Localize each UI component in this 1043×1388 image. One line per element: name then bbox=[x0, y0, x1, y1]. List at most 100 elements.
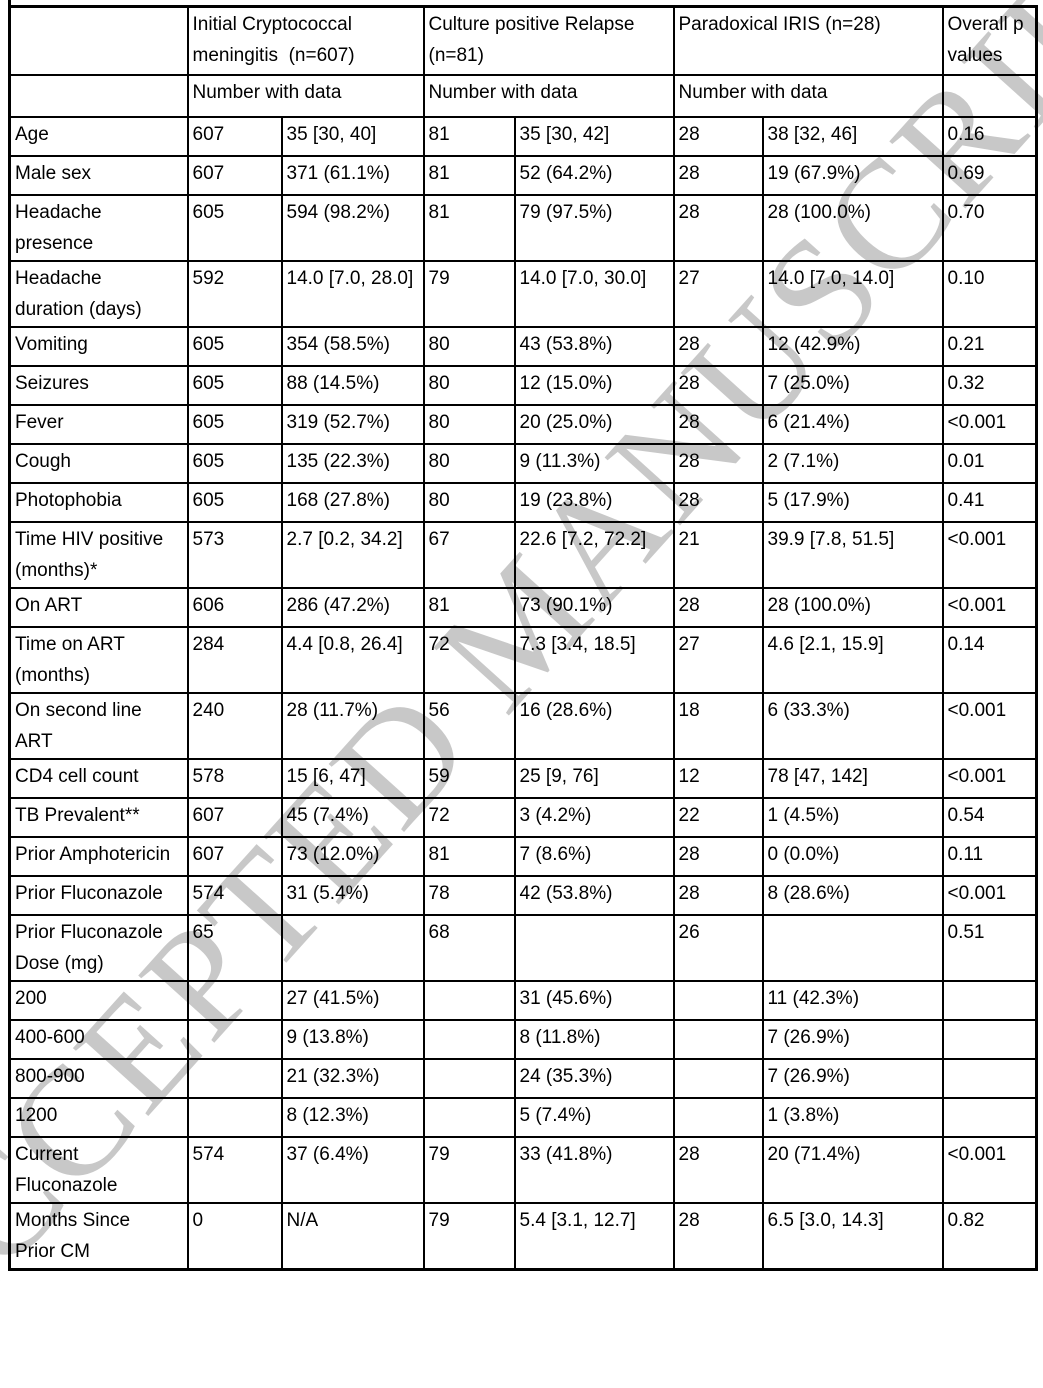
p-value-cell bbox=[941, 1019, 1038, 1060]
group-header-cell: Paradoxical IRIS (n=28) bbox=[672, 5, 944, 76]
value-cell: 4.6 [2.1, 15.9] bbox=[761, 626, 944, 694]
n-with-data-cell: 65 bbox=[186, 914, 283, 982]
p-value-cell: 0.16 bbox=[941, 116, 1038, 157]
n-with-data-cell: 605 bbox=[186, 194, 283, 262]
row-label-cell: Prior Fluconazole bbox=[8, 875, 189, 916]
n-with-data-cell: 81 bbox=[422, 194, 516, 262]
row-label-cell: Age bbox=[8, 116, 189, 157]
row-label-cell: TB Prevalent** bbox=[8, 797, 189, 838]
subheader-cell: Number with data bbox=[672, 74, 944, 118]
group-header-cell: Initial Cryptococcal meningitis (n=607) bbox=[186, 5, 425, 76]
value-cell: 9 (13.8%) bbox=[280, 1019, 425, 1060]
n-with-data-cell: 80 bbox=[422, 365, 516, 406]
table-row: Cough 605 135 (22.3%) 80 9 (11.3%) 28 2 (7.1%)… bbox=[8, 443, 1038, 484]
value-cell: 7.3 [3.4, 18.5] bbox=[513, 626, 675, 694]
value-cell: 35 [30, 42] bbox=[513, 116, 675, 157]
value-cell: 35 [30, 40] bbox=[280, 116, 425, 157]
n-with-data-cell: 605 bbox=[186, 326, 283, 367]
table-row: Photophobia 605 168 (27.8%) 80 19 (23.8%) 28 5… bbox=[8, 482, 1038, 523]
row-label-cell: Vomiting bbox=[8, 326, 189, 367]
p-value-cell: 0.10 bbox=[941, 260, 1038, 328]
n-with-data-cell: 607 bbox=[186, 797, 283, 838]
row-label-cell: Headache duration (days) bbox=[8, 260, 189, 328]
p-value-cell: 0.01 bbox=[941, 443, 1038, 484]
table-body: Age 607 35 [30, 40] 81 35 [30, 42] 28 38 [32, … bbox=[8, 116, 1038, 1271]
n-with-data-cell: 592 bbox=[186, 260, 283, 328]
value-cell: 73 (12.0%) bbox=[280, 836, 425, 877]
row-label-cell: 400-600 bbox=[8, 1019, 189, 1060]
value-cell: 20 (71.4%) bbox=[761, 1136, 944, 1204]
value-cell: 5.4 [3.1, 12.7] bbox=[513, 1202, 675, 1271]
table-row: Time on ART (months) 284 4.4 [0.8, 26.4] 72… bbox=[8, 626, 1038, 694]
p-value-cell: 0.11 bbox=[941, 836, 1038, 877]
n-with-data-cell: 59 bbox=[422, 758, 516, 799]
p-value-cell: 0.21 bbox=[941, 326, 1038, 367]
value-cell: 20 (25.0%) bbox=[513, 404, 675, 445]
table-row: Prior Amphotericin 607 73 (12.0%) 81 7 (8.6%… bbox=[8, 836, 1038, 877]
n-with-data-cell: 240 bbox=[186, 692, 283, 760]
n-with-data-cell: 28 bbox=[672, 836, 764, 877]
value-cell: 22.6 [7.2, 72.2] bbox=[513, 521, 675, 589]
value-cell: 52 (64.2%) bbox=[513, 155, 675, 196]
p-value-cell bbox=[941, 980, 1038, 1021]
value-cell: 15 [6, 47] bbox=[280, 758, 425, 799]
value-cell: 7 (26.9%) bbox=[761, 1058, 944, 1099]
n-with-data-cell: 81 bbox=[422, 836, 516, 877]
value-cell: 7 (8.6%) bbox=[513, 836, 675, 877]
value-cell: 21 (32.3%) bbox=[280, 1058, 425, 1099]
n-with-data-cell: 578 bbox=[186, 758, 283, 799]
row-label-cell: Seizures bbox=[8, 365, 189, 406]
value-cell bbox=[280, 914, 425, 982]
value-cell: 168 (27.8%) bbox=[280, 482, 425, 523]
n-with-data-cell: 573 bbox=[186, 521, 283, 589]
n-with-data-cell bbox=[672, 1058, 764, 1099]
n-with-data-cell: 21 bbox=[672, 521, 764, 589]
baseline-characteristics-table: Initial Cryptococcal meningitis (n=607) C… bbox=[8, 5, 1038, 1271]
n-with-data-cell: 79 bbox=[422, 260, 516, 328]
table-row: Headache duration (days) 592 14.0 [7.0, 28… bbox=[8, 260, 1038, 328]
n-with-data-cell: 605 bbox=[186, 365, 283, 406]
table-row: Time HIV positive (months)* 573 2.7 [0.2, … bbox=[8, 521, 1038, 589]
row-label-cell: CD4 cell count bbox=[8, 758, 189, 799]
value-cell: 3 (4.2%) bbox=[513, 797, 675, 838]
value-cell: 6 (33.3%) bbox=[761, 692, 944, 760]
n-with-data-cell: 28 bbox=[672, 1202, 764, 1271]
row-label-cell: Time on ART (months) bbox=[8, 626, 189, 694]
table-row: 800-900 21 (32.3%) 24 (35.3%) 7 (26.9%) bbox=[8, 1058, 1038, 1099]
p-value-cell: 0.82 bbox=[941, 1202, 1038, 1271]
n-with-data-cell: 28 bbox=[672, 365, 764, 406]
n-with-data-cell: 28 bbox=[672, 875, 764, 916]
n-with-data-cell bbox=[186, 1019, 283, 1060]
value-cell: 135 (22.3%) bbox=[280, 443, 425, 484]
table-row: Age 607 35 [30, 40] 81 35 [30, 42] 28 38 [32, … bbox=[8, 116, 1038, 157]
p-value-cell: <0.001 bbox=[941, 521, 1038, 589]
value-cell: 6.5 [3.0, 14.3] bbox=[761, 1202, 944, 1271]
table-row: Male sex 607 371 (61.1%) 81 52 (64.2%) 28 19 (… bbox=[8, 155, 1038, 196]
value-cell: 25 [9, 76] bbox=[513, 758, 675, 799]
n-with-data-cell: 26 bbox=[672, 914, 764, 982]
n-with-data-cell: 607 bbox=[186, 155, 283, 196]
value-cell: 286 (47.2%) bbox=[280, 587, 425, 628]
value-cell: 79 (97.5%) bbox=[513, 194, 675, 262]
value-cell: 5 (17.9%) bbox=[761, 482, 944, 523]
value-cell bbox=[513, 914, 675, 982]
value-cell: 19 (67.9%) bbox=[761, 155, 944, 196]
value-cell: 7 (25.0%) bbox=[761, 365, 944, 406]
table-row: Months Since Prior CM 0 N/A 79 5.4 [3.1, 12.… bbox=[8, 1202, 1038, 1271]
p-value-cell: <0.001 bbox=[941, 587, 1038, 628]
value-cell: 4.4 [0.8, 26.4] bbox=[280, 626, 425, 694]
p-value-cell: 0.32 bbox=[941, 365, 1038, 406]
value-cell: 42 (53.8%) bbox=[513, 875, 675, 916]
n-with-data-cell: 28 bbox=[672, 404, 764, 445]
value-cell: 31 (45.6%) bbox=[513, 980, 675, 1021]
group-header-cell: Culture positive Relapse (n=81) bbox=[422, 5, 675, 76]
table-row: TB Prevalent** 607 45 (7.4%) 72 3 (4.2%) 22 1 … bbox=[8, 797, 1038, 838]
value-cell: 8 (11.8%) bbox=[513, 1019, 675, 1060]
value-cell bbox=[761, 914, 944, 982]
n-with-data-cell: 0 bbox=[186, 1202, 283, 1271]
n-with-data-cell: 80 bbox=[422, 482, 516, 523]
value-cell: 7 (26.9%) bbox=[761, 1019, 944, 1060]
n-with-data-cell: 79 bbox=[422, 1136, 516, 1204]
value-cell: 319 (52.7%) bbox=[280, 404, 425, 445]
